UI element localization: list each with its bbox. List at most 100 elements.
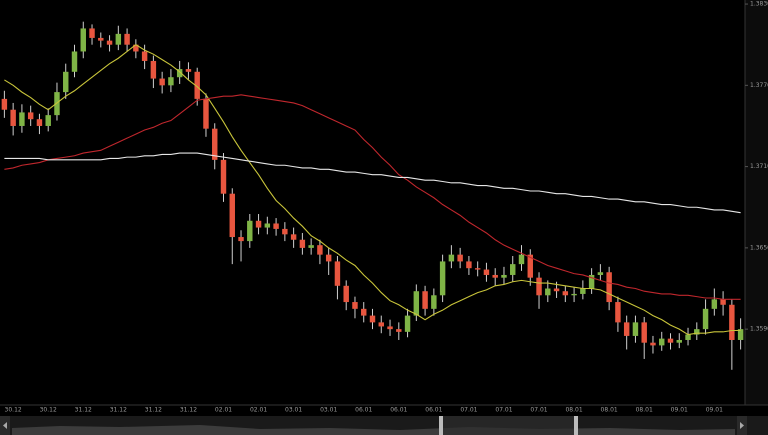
y-tick-label: 1.38300 bbox=[750, 1, 768, 8]
candle-body bbox=[431, 295, 437, 309]
candle-body bbox=[413, 291, 420, 316]
candle-body bbox=[623, 322, 630, 336]
x-tick-label: 07.01 bbox=[495, 407, 512, 414]
candle-body bbox=[492, 274, 498, 278]
x-tick-label: 30.12 bbox=[5, 407, 22, 414]
candle-body bbox=[255, 220, 262, 228]
navigator-handle-right[interactable] bbox=[574, 416, 578, 435]
candle-body bbox=[387, 326, 393, 330]
candle-body bbox=[299, 239, 306, 248]
candle-body bbox=[220, 159, 227, 194]
candle-body bbox=[545, 288, 551, 296]
candle-body bbox=[588, 274, 595, 289]
candle-body bbox=[150, 60, 157, 79]
candle-body bbox=[264, 223, 271, 228]
candle-body bbox=[474, 268, 481, 270]
candle-body bbox=[194, 71, 200, 99]
candle-body bbox=[483, 269, 490, 275]
x-tick-label: 30.12 bbox=[40, 407, 57, 414]
x-tick-label: 03.01 bbox=[320, 407, 337, 414]
x-tick-label: 06.01 bbox=[425, 407, 442, 414]
candle-body bbox=[106, 40, 113, 45]
navigator-window[interactable] bbox=[441, 416, 576, 435]
candle-body bbox=[404, 315, 411, 332]
candle-body bbox=[562, 291, 569, 296]
candle-body bbox=[133, 44, 139, 52]
candle-body bbox=[71, 51, 78, 72]
candle-body bbox=[185, 69, 192, 72]
candle-body bbox=[571, 293, 577, 296]
candle-body bbox=[334, 261, 341, 286]
candle-body bbox=[439, 261, 446, 296]
candle-body bbox=[369, 315, 376, 323]
x-tick-label: 08.01 bbox=[601, 407, 618, 414]
candle-body bbox=[641, 322, 647, 343]
candle-body bbox=[676, 339, 682, 343]
moving-average-line bbox=[4, 94, 741, 300]
x-tick-label: 07.01 bbox=[530, 407, 547, 414]
y-tick-label: 1.35900 bbox=[750, 326, 768, 333]
x-tick-label: 02.01 bbox=[215, 407, 232, 414]
candle-body bbox=[308, 245, 314, 248]
candle-body bbox=[45, 115, 51, 126]
candle-body bbox=[457, 254, 463, 262]
candle-body bbox=[168, 77, 174, 86]
candle-body bbox=[702, 308, 709, 330]
candle-body bbox=[597, 272, 604, 275]
x-tick-label: 08.01 bbox=[636, 407, 653, 414]
x-tick-label: 08.01 bbox=[565, 407, 582, 414]
navigator-handle-left[interactable] bbox=[439, 416, 443, 435]
candle-body bbox=[378, 322, 384, 327]
y-axis-panel bbox=[745, 0, 768, 405]
candle-body bbox=[510, 264, 516, 275]
scroll-left-arrow bbox=[3, 422, 7, 429]
y-tick-label: 1.37700 bbox=[750, 82, 768, 89]
candle-body bbox=[737, 329, 744, 340]
candle-body bbox=[527, 254, 533, 278]
candle-body bbox=[694, 329, 700, 335]
x-tick-label: 06.01 bbox=[390, 407, 407, 414]
moving-average-line bbox=[4, 152, 741, 214]
candle-body bbox=[553, 288, 560, 292]
scroll-right-arrow bbox=[740, 422, 744, 429]
candle-body bbox=[63, 71, 69, 93]
y-tick-label: 1.36500 bbox=[750, 244, 768, 251]
candle-body bbox=[606, 272, 612, 303]
candle-body bbox=[36, 119, 43, 126]
candle-body bbox=[729, 304, 735, 340]
candle-body bbox=[685, 334, 691, 340]
candle-body bbox=[448, 254, 455, 262]
candle-body bbox=[659, 338, 665, 346]
x-tick-label: 07.01 bbox=[460, 407, 477, 414]
candle-body bbox=[466, 261, 472, 269]
candle-body bbox=[711, 299, 718, 309]
candle-body bbox=[273, 223, 279, 229]
candle-body bbox=[10, 109, 16, 126]
x-tick-label: 09.01 bbox=[671, 407, 688, 414]
candle-body bbox=[27, 112, 34, 120]
candle-body bbox=[720, 299, 726, 305]
x-tick-label: 02.01 bbox=[250, 407, 267, 414]
candle-body bbox=[203, 98, 209, 129]
candle-body bbox=[282, 228, 288, 235]
candle-body bbox=[229, 193, 235, 238]
candle-body bbox=[650, 342, 656, 346]
candle-body bbox=[501, 274, 507, 278]
candle-body bbox=[632, 322, 639, 336]
navigator bbox=[0, 416, 768, 435]
candle-body bbox=[89, 28, 95, 38]
candle-body bbox=[1, 98, 8, 110]
x-tick-label: 31.12 bbox=[145, 407, 162, 414]
candle-body bbox=[159, 78, 165, 86]
candle-body bbox=[212, 128, 218, 160]
candle-body bbox=[176, 69, 183, 78]
candle-body bbox=[98, 37, 104, 41]
candle-body bbox=[290, 234, 297, 240]
candle-body bbox=[238, 237, 244, 242]
candle-body bbox=[325, 254, 332, 262]
y-tick-label: 1.37100 bbox=[750, 163, 768, 170]
candle-body bbox=[352, 302, 358, 309]
